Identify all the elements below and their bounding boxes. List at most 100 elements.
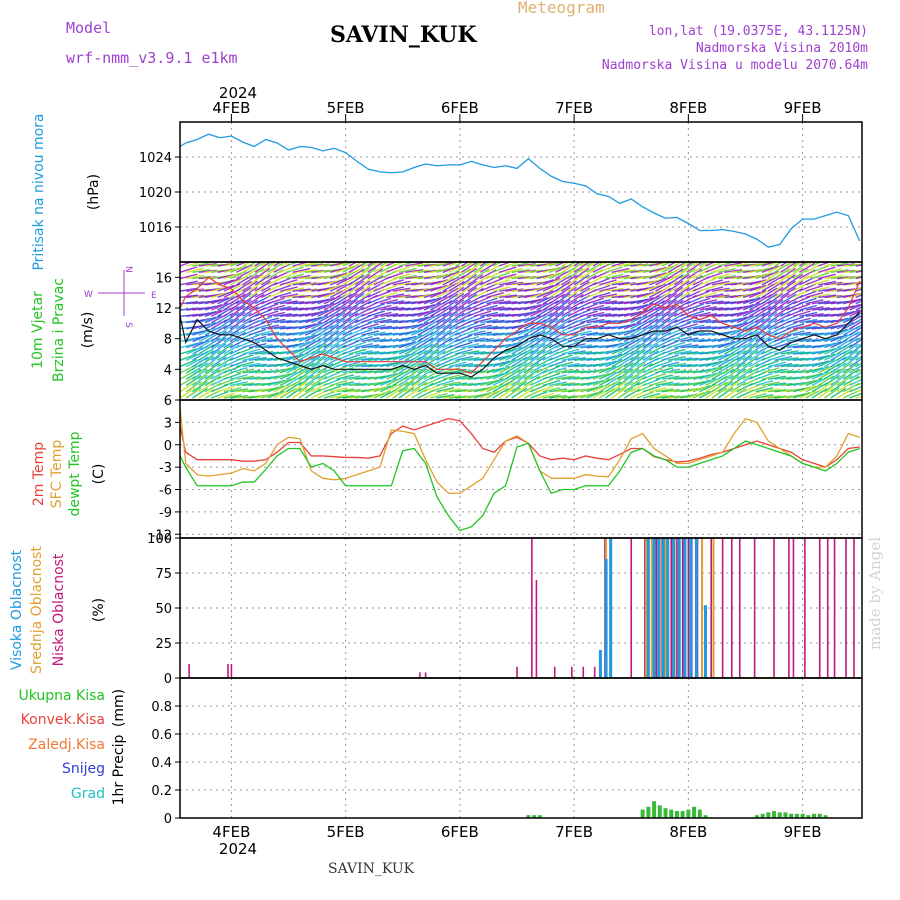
wind-barb	[674, 363, 693, 368]
wind-barb	[617, 356, 634, 368]
wind-barb	[480, 325, 499, 330]
wind-barb	[542, 305, 559, 317]
wind-barb	[742, 286, 761, 292]
wind-barb	[373, 311, 392, 317]
wind-barb	[611, 368, 628, 380]
y-tick-label: -3	[159, 461, 172, 476]
wind-barb	[217, 378, 235, 387]
wind-barb	[811, 387, 828, 399]
wind-barb	[348, 262, 365, 273]
wind-barb	[792, 310, 811, 317]
precip-bar	[817, 813, 822, 818]
svg-text:(mm): (mm)	[111, 689, 127, 727]
wind-barb	[767, 354, 786, 361]
wind-barb	[480, 304, 498, 311]
wind-barb	[361, 344, 380, 349]
wind-barb	[311, 375, 328, 387]
wind-barb	[861, 390, 862, 392]
wind-barb	[636, 302, 654, 311]
wind-barb	[755, 318, 771, 330]
wind-barb	[329, 344, 347, 355]
wind-barb	[242, 268, 259, 280]
wind-barb	[705, 293, 724, 299]
wind-barb	[448, 347, 467, 355]
wind-barb	[761, 293, 778, 305]
wind-barb	[667, 334, 686, 343]
wind-barb	[336, 262, 352, 267]
wind-barb	[354, 262, 364, 267]
wind-barb	[436, 337, 453, 349]
wind-barb	[673, 293, 691, 305]
wind-barb	[642, 330, 659, 343]
wind-barb	[567, 293, 584, 305]
wind-barb	[598, 360, 617, 368]
wind-barb	[336, 293, 352, 305]
wind-barb	[598, 272, 617, 280]
wind-barb	[780, 280, 796, 292]
wind-barb	[454, 262, 465, 267]
wind-barb	[267, 297, 285, 305]
precip-bar	[777, 812, 782, 818]
wind-barb	[573, 267, 590, 280]
wind-barb	[261, 310, 279, 317]
wind-barb	[248, 274, 265, 286]
wind-barb	[473, 324, 492, 330]
wind-barb	[336, 287, 353, 299]
wind-barb	[436, 372, 454, 380]
wind-barb	[348, 293, 365, 305]
wind-barb	[617, 269, 636, 273]
wind-barb	[686, 391, 705, 399]
wind-barb	[392, 358, 410, 368]
wind-barb	[292, 346, 310, 355]
wind-barb	[573, 316, 592, 324]
wind-barb	[573, 287, 591, 299]
wind-barb	[373, 390, 391, 399]
wind-barb	[774, 306, 791, 317]
day-label-top: 7FEB	[555, 99, 593, 117]
wind-barb	[711, 280, 730, 286]
wind-barb	[680, 344, 699, 349]
day-label-top: 5FEB	[327, 99, 365, 117]
wind-barb	[486, 367, 505, 374]
wind-barb	[417, 314, 435, 324]
wind-barb	[423, 286, 442, 292]
wind-barb	[461, 328, 479, 336]
wind-barb	[555, 280, 571, 292]
wind-barb	[555, 312, 571, 324]
wind-barb	[398, 341, 417, 349]
wind-barb	[736, 349, 753, 361]
svg-text:(C): (C)	[91, 464, 107, 485]
wind-barb	[436, 324, 452, 336]
wind-barb	[636, 336, 653, 349]
wind-barb	[648, 318, 665, 330]
wind-barb	[336, 299, 352, 311]
wind-barb	[793, 345, 812, 349]
wind-barb	[605, 294, 624, 299]
wind-barb	[367, 275, 384, 286]
wind-barb	[673, 280, 690, 292]
wind-barb	[686, 275, 703, 286]
wind-barb	[235, 319, 253, 330]
wind-barb	[517, 316, 536, 324]
wind-barb	[361, 280, 378, 292]
svg-text:Grad: Grad	[71, 786, 105, 802]
svg-text:Visoka Oblacnost: Visoka Oblacnost	[9, 549, 25, 670]
wind-barb	[861, 378, 862, 380]
wind-barb	[774, 362, 793, 368]
wind-barb	[548, 265, 567, 273]
wind-barb	[849, 298, 862, 305]
compass-w: W	[84, 290, 93, 300]
wind-barb	[248, 328, 267, 336]
wind-barb	[229, 381, 248, 387]
wind-barb	[436, 272, 454, 280]
wind-barb	[855, 276, 862, 280]
wind-barb	[580, 310, 598, 317]
wind-barb	[630, 298, 649, 305]
y-tick-label: 12	[155, 302, 172, 317]
wind-barb	[855, 270, 862, 273]
wind-barb	[254, 267, 271, 280]
wind-barb	[611, 363, 628, 374]
wind-barb	[455, 376, 474, 380]
wind-barb	[492, 300, 511, 305]
elevation: Nadmorska Visina 2010m	[695, 41, 868, 56]
